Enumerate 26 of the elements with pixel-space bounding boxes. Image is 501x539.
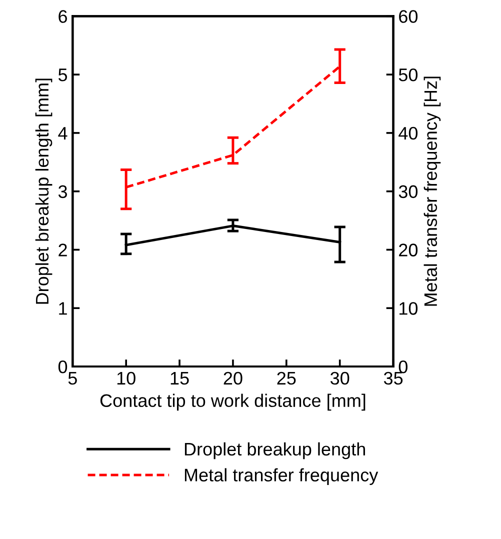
y-tick-label: 6 (58, 10, 67, 23)
x-tick-label: 20 (224, 372, 242, 385)
x-tick-label: 35 (384, 372, 403, 385)
x-tick-label: 30 (330, 372, 350, 385)
y2-tick-label: 10 (400, 302, 418, 315)
x-tick-label: 5 (68, 372, 77, 385)
x-tick-label: 25 (277, 372, 296, 385)
y2-tick-label: 40 (398, 126, 418, 140)
y-tick-label: 5 (58, 68, 68, 82)
y-tick-label: 4 (58, 127, 68, 140)
y2-axis-title: Metal transfer frequency [Hz] (424, 76, 441, 306)
y-tick-label: 2 (58, 244, 67, 256)
y2-tick-label: 50 (398, 68, 418, 82)
y2-tick-label: 0 (398, 360, 408, 374)
y2-tick-label: 60 (399, 10, 418, 23)
y-axis-title: Droplet breakup length [mm] (35, 78, 52, 304)
x-tick-label: 10 (117, 372, 136, 385)
x-tick-label: 15 (170, 372, 189, 385)
y2-tick-label: 30 (398, 185, 418, 198)
y-tick-label: 0 (58, 360, 68, 374)
legend-label: Droplet breakup length (184, 442, 365, 460)
legend-label: Metal transfer frequency (184, 468, 378, 486)
y-tick-label: 1 (59, 302, 67, 315)
y-tick-label: 3 (58, 185, 67, 198)
y2-tick-label: 20 (399, 244, 418, 256)
x-axis-title: Contact tip to work distance [mm] (100, 394, 366, 411)
